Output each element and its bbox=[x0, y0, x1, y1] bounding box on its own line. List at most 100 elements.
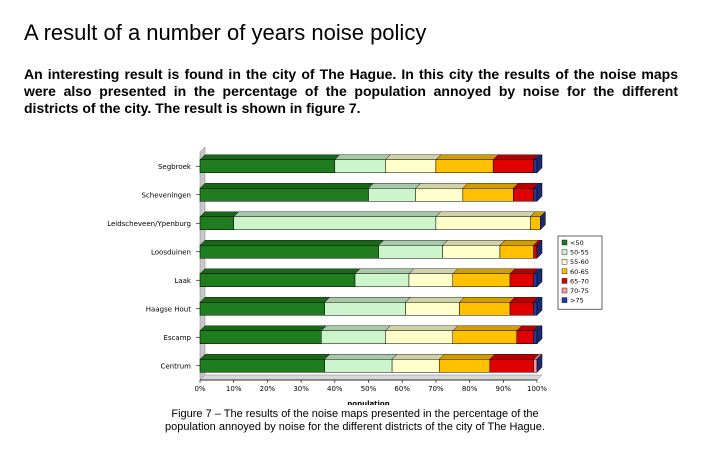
bar-segment bbox=[489, 359, 534, 373]
bar-segment-top bbox=[368, 183, 422, 189]
x-tick-label: 90% bbox=[496, 385, 512, 393]
figure-caption: Figure 7 – The results of the noise maps… bbox=[120, 408, 590, 434]
legend-label: 70-75 bbox=[570, 287, 589, 295]
bar-segment bbox=[385, 330, 454, 344]
x-tick-label: 100% bbox=[527, 385, 547, 393]
x-tick-label: 70% bbox=[428, 385, 444, 393]
bar-segment bbox=[199, 330, 322, 344]
bar-segment bbox=[509, 273, 534, 287]
bar-segment bbox=[321, 330, 386, 344]
bar-segment-top bbox=[499, 240, 540, 246]
bar-segment bbox=[199, 188, 369, 202]
x-tick-label: 50% bbox=[361, 385, 377, 393]
bar-segment bbox=[530, 216, 541, 230]
stacked-bar-chart: 0% 10% 20% 30% 40% 50% 60% 70% 80% 90% 100% populat… bbox=[107, 146, 603, 405]
bar-segment-top bbox=[199, 154, 341, 160]
bar-segment bbox=[385, 159, 437, 173]
bar-end-face bbox=[536, 182, 543, 202]
bar-segment-top bbox=[452, 325, 523, 331]
chart-side-wall bbox=[199, 146, 206, 381]
bar-end-face bbox=[536, 353, 543, 373]
x-axis-title: population bbox=[347, 400, 389, 405]
legend-swatch bbox=[561, 239, 568, 246]
bar-segment-top bbox=[320, 325, 391, 331]
bar-segment bbox=[513, 188, 534, 202]
bar-segment-top bbox=[462, 183, 519, 189]
y-category-label: Haagse Hout bbox=[146, 305, 191, 313]
bar-segment bbox=[368, 188, 416, 202]
bar-segment bbox=[199, 359, 325, 373]
bar-segment bbox=[391, 359, 440, 373]
y-category-label: Centrum bbox=[160, 362, 191, 370]
legend-swatch bbox=[561, 268, 568, 274]
page-heading: A result of a number of years noise poli… bbox=[24, 20, 427, 45]
bar-segment-top bbox=[492, 154, 540, 160]
bar-segment bbox=[199, 159, 336, 173]
caption-line-2: population annoyed by noise for the diff… bbox=[165, 421, 545, 433]
x-tick-label: 30% bbox=[293, 385, 309, 393]
y-category-label: Leidscheveen/Ypenburg bbox=[107, 220, 191, 228]
bar-end-face bbox=[536, 154, 543, 174]
bar-segment-top bbox=[405, 297, 465, 303]
bar-segment-top bbox=[438, 354, 496, 360]
bar-segment bbox=[492, 159, 534, 173]
bar-segment bbox=[415, 188, 464, 202]
bar-segment-top bbox=[442, 240, 506, 246]
bar-segment bbox=[516, 330, 534, 344]
y-category-label: Segbroek bbox=[158, 163, 192, 171]
bar-segment-top bbox=[378, 240, 449, 246]
bar-segment-top bbox=[415, 183, 469, 189]
bar-end-face bbox=[536, 268, 543, 288]
legend-label: 65-70 bbox=[570, 277, 589, 285]
bar-end-face bbox=[536, 296, 543, 316]
bar-segment-top bbox=[199, 297, 331, 303]
caption-line-1: Figure 7 – The results of the noise maps… bbox=[171, 408, 539, 420]
bar-segment-top bbox=[384, 154, 442, 160]
bar-segment-top bbox=[233, 211, 442, 217]
bar-segment bbox=[435, 216, 531, 230]
legend-swatch bbox=[561, 278, 568, 284]
bar-segment bbox=[533, 273, 538, 287]
bar-segment bbox=[459, 302, 511, 316]
bar-segment bbox=[199, 216, 234, 230]
bar-segment bbox=[509, 302, 534, 316]
bar-segment bbox=[354, 273, 410, 287]
bar-segment-top bbox=[391, 354, 445, 360]
bar-segment-top bbox=[199, 354, 331, 360]
legend-label: 60-65 bbox=[570, 268, 589, 276]
y-category-label: Scheveningen bbox=[142, 191, 192, 199]
y-category-label: Laak bbox=[174, 277, 191, 285]
bar-segment-top bbox=[459, 297, 516, 303]
x-tick-label: 10% bbox=[226, 385, 242, 393]
bar-segment bbox=[533, 159, 538, 173]
x-tick-label: 0% bbox=[194, 385, 205, 393]
bar-segment-top bbox=[199, 268, 361, 274]
bar-segment bbox=[334, 159, 386, 173]
bar-segment-top bbox=[435, 154, 499, 160]
bar-segment-top bbox=[384, 325, 459, 331]
legend-label: 55-60 bbox=[570, 258, 589, 266]
bar-end-face bbox=[536, 325, 543, 345]
bar-segment bbox=[439, 359, 491, 373]
bar-segment-top bbox=[199, 325, 327, 331]
bar-segment-top bbox=[199, 240, 385, 246]
legend-swatch bbox=[561, 287, 568, 294]
bar-segment-top bbox=[199, 211, 240, 217]
bar-segment bbox=[199, 302, 325, 316]
bar-segment-top bbox=[354, 268, 415, 274]
bar-segment-top bbox=[452, 268, 516, 274]
legend-label: 50-55 bbox=[570, 249, 589, 257]
bar-segment bbox=[462, 188, 514, 202]
chart-floor bbox=[199, 374, 543, 381]
x-tick-label: 80% bbox=[462, 385, 478, 393]
bar-segment bbox=[533, 188, 538, 202]
y-category-label: Loosduinen bbox=[151, 248, 191, 256]
bar-segment bbox=[233, 216, 437, 230]
legend-swatch bbox=[561, 297, 568, 303]
bar-segment bbox=[533, 330, 538, 344]
bar-segment bbox=[435, 159, 494, 173]
bar-segment bbox=[199, 245, 379, 259]
bar-segment bbox=[324, 302, 406, 316]
bar-segment bbox=[199, 273, 356, 287]
bar-segment-top bbox=[334, 154, 391, 160]
